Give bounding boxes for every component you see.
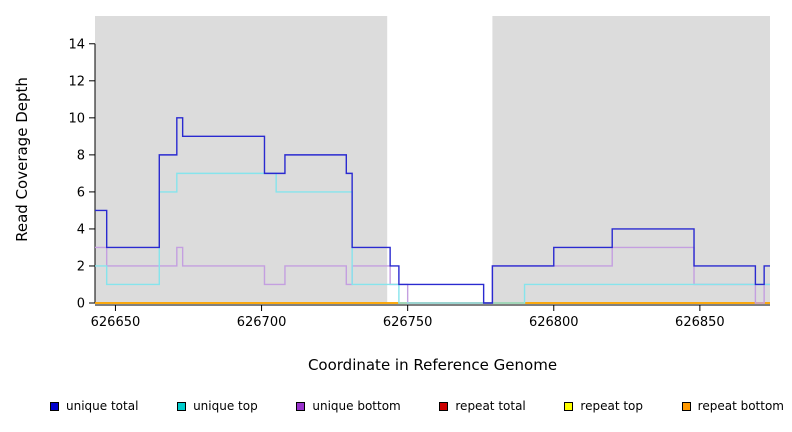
shaded-region (492, 16, 770, 303)
shaded-region (95, 16, 388, 303)
x-axis-title: Coordinate in Reference Genome (307, 356, 558, 374)
y-tick-label: 2 (77, 259, 85, 274)
legend-label-unique-top: unique top (193, 399, 258, 413)
x-tick-label: 626750 (383, 315, 433, 330)
legend-swatch-repeat-total (439, 401, 449, 411)
y-axis-title: Read Coverage Depth (13, 77, 31, 242)
legend-label-repeat-bottom: repeat bottom (697, 399, 784, 413)
y-tick-label: 8 (77, 148, 85, 163)
y-tick-label: 12 (68, 74, 85, 89)
legend-label-unique-total: unique total (66, 399, 139, 413)
x-tick-label: 626650 (91, 315, 141, 330)
y-tick-label: 4 (77, 222, 85, 237)
legend-item-unique-top: unique top (177, 399, 258, 413)
legend-swatch-repeat-bottom (681, 401, 691, 411)
legend-label-repeat-total: repeat total (455, 399, 526, 413)
legend-label-repeat-top: repeat top (580, 399, 644, 413)
legend-item-unique-total: unique total (50, 399, 138, 413)
x-tick-label: 626700 (237, 315, 287, 330)
series-unique-total (95, 117, 770, 304)
y-tick-label: 14 (68, 37, 85, 52)
legend-item-repeat-bottom: repeat bottom (681, 399, 784, 413)
x-tick-label: 626850 (675, 315, 725, 330)
y-tick-label: 10 (68, 111, 85, 126)
legend-label-unique-bottom: unique bottom (312, 399, 401, 413)
legend: unique total unique top unique bottom repea… (50, 399, 784, 413)
legend-item-repeat-total: repeat total (439, 399, 526, 413)
legend-swatch-repeat-top (564, 401, 574, 411)
y-tick-label: 6 (77, 185, 85, 200)
legend-swatch-unique-bottom (296, 401, 306, 411)
legend-item-repeat-top: repeat top (564, 399, 643, 413)
series-unique-top (95, 172, 770, 304)
x-tick-label: 626800 (529, 315, 579, 330)
legend-swatch-unique-top (177, 401, 187, 411)
plot-area: 0 2 4 6 8 10 12 14 626650 626700 626750 626800 62685… (13, 16, 770, 330)
legend-swatch-unique-total (50, 401, 59, 411)
y-tick-label: 0 (77, 297, 85, 312)
legend-item-unique-bottom: unique bottom (296, 399, 401, 413)
